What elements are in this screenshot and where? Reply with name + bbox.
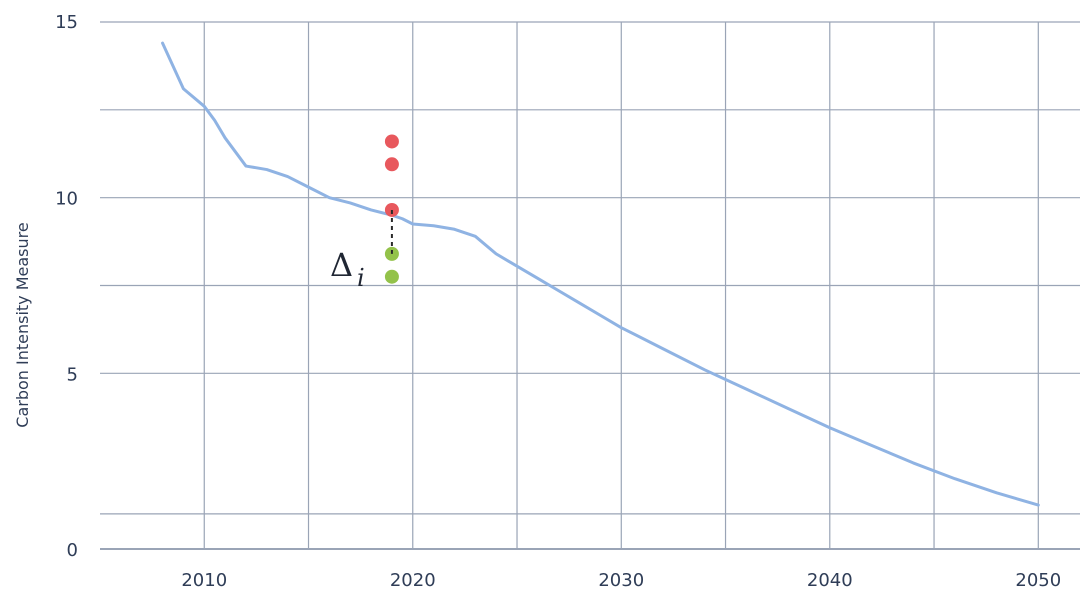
delta-subscript: i: [357, 264, 365, 292]
grid: [100, 21, 1080, 550]
red-point: [384, 157, 399, 172]
points: [384, 134, 399, 284]
red-point: [384, 134, 399, 149]
x-tick-label: 2030: [598, 570, 644, 591]
x-tick-label: 2010: [181, 570, 227, 591]
y-axis-label: Carbon Intensity Measure: [13, 222, 32, 427]
y-tick-label: 5: [67, 364, 78, 385]
delta-label: Δ: [330, 246, 353, 284]
x-tick-label: 2040: [807, 570, 853, 591]
series-line: [161, 41, 1040, 507]
y-tick-label: 0: [67, 540, 78, 561]
series: [161, 41, 1040, 507]
x-tick-label: 2050: [1015, 570, 1061, 591]
green-point: [384, 269, 399, 284]
y-tick-label: 10: [55, 189, 78, 210]
y-tick-label: 15: [55, 12, 78, 33]
x-tick-label: 2020: [390, 570, 436, 591]
tick-labels: 2010 2020 2030 2040 2050 0 5 10 15: [55, 12, 1061, 591]
